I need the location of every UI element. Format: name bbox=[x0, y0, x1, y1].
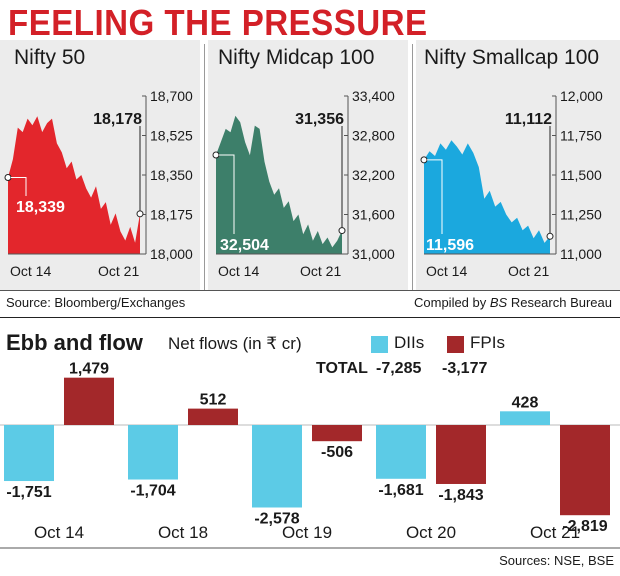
section-rule bbox=[0, 317, 620, 318]
dii-bar-label: -1,751 bbox=[6, 484, 51, 501]
x-tick-label: Oct 14 bbox=[426, 263, 467, 279]
y-tick-label: 31,600 bbox=[352, 207, 395, 223]
y-tick-label: 31,000 bbox=[352, 246, 395, 262]
start-leader bbox=[427, 159, 443, 234]
dii-bar bbox=[128, 425, 178, 480]
fpi-bar bbox=[312, 425, 362, 442]
netflows-subtitle: Net flows (in ₹ cr) bbox=[168, 334, 302, 353]
start-value-label: 32,504 bbox=[220, 237, 269, 254]
end-marker bbox=[338, 227, 346, 235]
y-tick-label: 33,400 bbox=[352, 88, 395, 104]
legend-label-dii: DIIs bbox=[394, 333, 425, 352]
ebb-title: Ebb and flow bbox=[6, 330, 143, 355]
y-tick-label: 12,000 bbox=[560, 88, 603, 104]
start-value-label: 11,596 bbox=[426, 237, 474, 254]
x-tick-label: Oct 14 bbox=[10, 263, 51, 279]
compiled-italic: BS bbox=[489, 295, 508, 310]
fpi-bar bbox=[188, 408, 238, 425]
dii-bar-label: -1,681 bbox=[378, 482, 423, 499]
start-leader bbox=[219, 154, 235, 234]
dii-bar bbox=[500, 411, 550, 425]
y-tick-label: 18,000 bbox=[150, 246, 193, 262]
end-value-label: 11,112 bbox=[505, 111, 552, 128]
y-tick-label: 11,750 bbox=[560, 128, 602, 144]
fpi-bar bbox=[64, 377, 114, 425]
panel-divider bbox=[204, 44, 205, 290]
category-label: Oct 18 bbox=[158, 523, 208, 542]
y-tick-label: 32,200 bbox=[352, 167, 395, 183]
y-tick-label: 18,525 bbox=[150, 128, 193, 144]
price-area-series bbox=[216, 115, 342, 254]
source-text: Source: Bloomberg/Exchanges bbox=[6, 295, 186, 310]
end-marker bbox=[136, 210, 144, 218]
start-marker bbox=[420, 156, 428, 164]
legend-swatch-dii bbox=[371, 336, 388, 353]
start-marker bbox=[212, 151, 220, 159]
y-tick-label: 18,175 bbox=[150, 207, 193, 223]
y-tick-label: 18,700 bbox=[150, 88, 193, 104]
price-area-series bbox=[424, 140, 550, 254]
total-label: TOTAL bbox=[316, 360, 368, 377]
dii-bar-label: -1,704 bbox=[130, 483, 175, 500]
fpi-bar-label: 1,479 bbox=[69, 361, 109, 378]
start-marker bbox=[4, 173, 12, 181]
price-area-series bbox=[8, 116, 140, 254]
dii-bar-label: 428 bbox=[512, 394, 539, 411]
compiled-prefix: Compiled by bbox=[414, 295, 490, 310]
end-value-label: 18,178 bbox=[93, 111, 142, 128]
y-tick-label: 32,800 bbox=[352, 128, 395, 144]
dii-bar-label: -2,578 bbox=[254, 510, 299, 527]
smallcap-title: Nifty Smallcap 100 bbox=[424, 46, 600, 69]
end-marker bbox=[546, 232, 554, 240]
category-label: Oct 19 bbox=[282, 523, 332, 542]
total-dii: -7,285 bbox=[376, 360, 422, 377]
x-tick-label: Oct 21 bbox=[508, 263, 549, 279]
main-title: FEELING THE PRESSURE bbox=[8, 2, 428, 43]
y-tick-label: 11,250 bbox=[560, 207, 602, 223]
legend-swatch-fpi bbox=[447, 336, 464, 353]
total-fpi: -3,177 bbox=[442, 360, 488, 377]
y-tick-label: 11,500 bbox=[560, 167, 602, 183]
dii-bar bbox=[376, 425, 426, 479]
dii-bar bbox=[4, 425, 54, 482]
fpi-bar-label: -506 bbox=[321, 444, 353, 461]
category-label: Oct 20 bbox=[406, 523, 456, 542]
fpi-bar bbox=[560, 425, 610, 516]
start-value-label: 18,339 bbox=[16, 199, 65, 216]
fpi-bar-label: -2,819 bbox=[562, 518, 607, 535]
compiled-text: Compiled by BS Research Bureau bbox=[414, 295, 612, 310]
fpi-bar bbox=[436, 425, 486, 484]
start-leader bbox=[11, 176, 27, 196]
divider-line bbox=[0, 290, 620, 291]
legend-label-fpi: FPIs bbox=[470, 333, 505, 352]
x-tick-label: Oct 21 bbox=[98, 263, 139, 279]
x-tick-label: Oct 21 bbox=[300, 263, 341, 279]
y-tick-label: 11,000 bbox=[560, 246, 602, 262]
midcap-title: Nifty Midcap 100 bbox=[218, 46, 375, 69]
compiled-suffix: Research Bureau bbox=[507, 295, 612, 310]
fpi-bar-label: 512 bbox=[200, 392, 227, 409]
end-value-label: 31,356 bbox=[295, 111, 344, 128]
fpi-bar-label: -1,843 bbox=[438, 487, 483, 504]
category-label: Oct 21 bbox=[530, 523, 580, 542]
dii-bar bbox=[252, 425, 302, 508]
panel-divider bbox=[412, 44, 413, 290]
nifty50-title: Nifty 50 bbox=[14, 46, 86, 69]
y-tick-label: 18,350 bbox=[150, 167, 193, 183]
category-label: Oct 14 bbox=[34, 523, 84, 542]
x-tick-label: Oct 14 bbox=[218, 263, 259, 279]
bottom-source: Sources: NSE, BSE bbox=[499, 553, 614, 568]
